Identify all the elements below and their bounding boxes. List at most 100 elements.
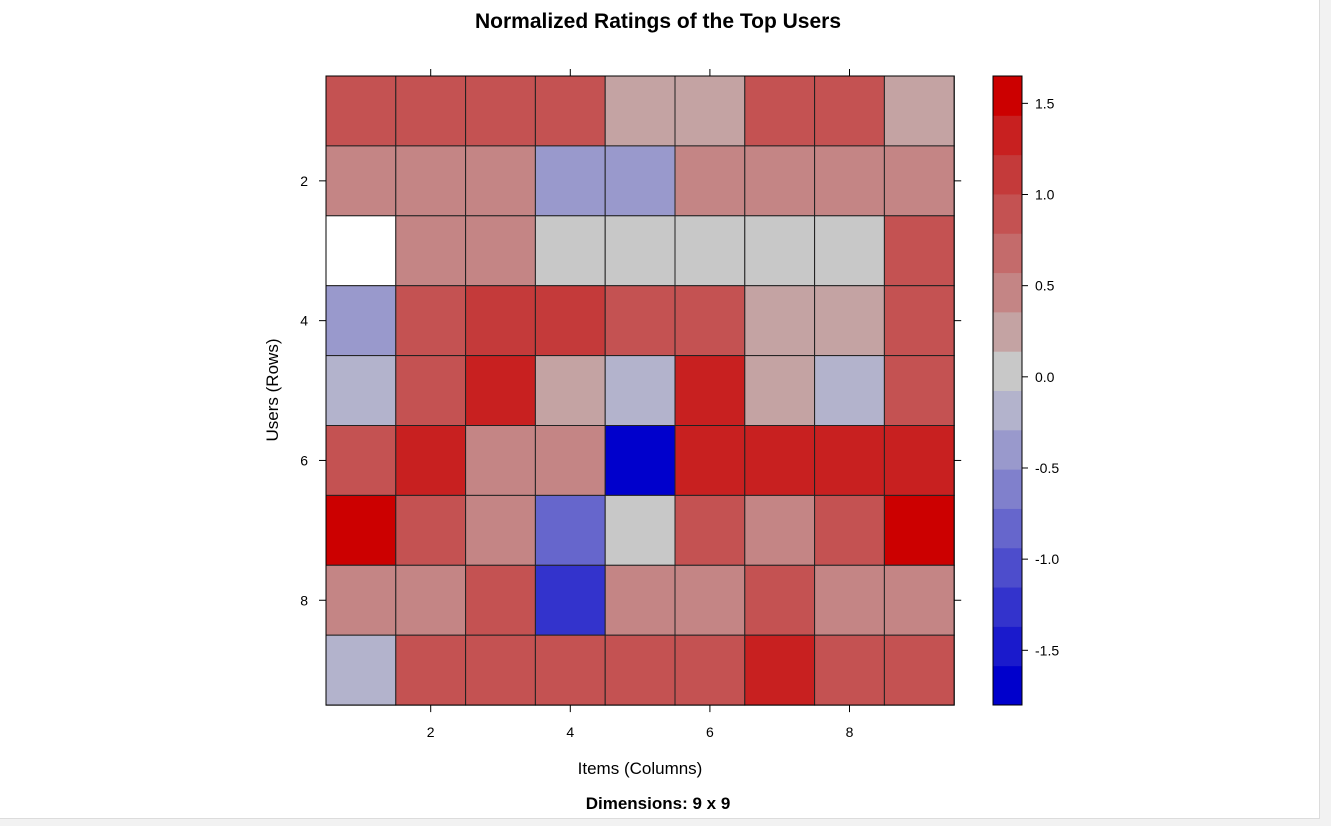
heatmap-cell-r1-c5 [604, 75, 676, 147]
heatmap-cell-r5-c4 [534, 355, 606, 427]
colorbar-segment-0 [993, 665, 1022, 706]
y-tick-label-8: 8 [300, 592, 308, 608]
heatmap-cell-r1-c6 [674, 75, 746, 147]
heatmap-cell-r2-c6 [674, 145, 746, 217]
heatmap-cell-r3-c9 [883, 215, 955, 287]
y-tick-label-4: 4 [300, 313, 308, 329]
heatmap-cell-r7-c6 [674, 494, 746, 566]
heatmap-cell-r5-c8 [814, 355, 885, 427]
heatmap-cell-r9-c7 [744, 634, 816, 706]
heatmap-cell-r1-c4 [534, 75, 606, 147]
heatmap-cell-r5-c1 [325, 355, 397, 427]
heatmap-cell-r9-c4 [534, 634, 606, 706]
y-axis-label: Users (Rows) [263, 339, 282, 442]
heatmap-cell-r7-c4 [534, 494, 606, 566]
x-tick-label-2: 2 [427, 724, 435, 740]
colorbar-segment-8 [993, 351, 1022, 391]
heatmap-cell-r6-c3 [465, 425, 536, 496]
heatmap-cell-r6-c5 [604, 425, 676, 496]
chart-title: Normalized Ratings of the Top Users [475, 10, 841, 33]
heatmap-cells [325, 75, 955, 706]
heatmap-cell-r8-c7 [744, 564, 816, 636]
colorbar-segment-4 [993, 508, 1022, 549]
colorbar: 1.5 1.0 0.5 0.0 -0.5 -1.0 -1.5 [992, 75, 1059, 706]
heatmap-cell-r6-c6 [674, 425, 746, 496]
colorbar-tick-label-2: 0.5 [1035, 278, 1055, 294]
heatmap-cell-r8-c4 [534, 564, 606, 636]
y-tick-label-6: 6 [300, 452, 308, 468]
heatmap-cell-r8-c9 [883, 564, 955, 636]
heatmap-cell-r9-c1 [325, 634, 397, 706]
heatmap-cell-r7-c9 [883, 494, 955, 566]
colorbar-tick-label-3: 0.0 [1035, 369, 1055, 385]
heatmap-cell-r7-c2 [395, 494, 467, 566]
heatmap-cell-r2-c7 [744, 145, 816, 217]
heatmap-cell-r9-c6 [674, 634, 746, 706]
colorbar-tick-label-6: -1.5 [1035, 642, 1059, 658]
colorbar-segment-10 [993, 272, 1022, 313]
x-tick-label-4: 4 [566, 724, 574, 740]
heatmap-cell-r8-c6 [674, 564, 746, 636]
heatmap-cell-r5-c5 [604, 355, 676, 427]
colorbar-frame [992, 75, 1023, 706]
heatmap-cell-r3-c7 [744, 215, 816, 287]
heatmap-cell-r1-c8 [814, 75, 885, 147]
heatmap-cell-r2-c5 [604, 145, 676, 217]
heatmap-cell-r6-c8 [814, 425, 885, 496]
heatmap-cell-r9-c9 [883, 634, 955, 706]
heatmap-cell-r9-c5 [604, 634, 676, 706]
heatmap-cell-r7-c3 [465, 494, 536, 566]
heatmap-cell-r2-c9 [883, 145, 955, 217]
colorbar-segment-12 [993, 193, 1022, 234]
heatmap-cell-r5-c9 [883, 355, 955, 427]
heatmap-cell-r9-c2 [395, 634, 467, 706]
x-tick-label-6: 6 [706, 724, 714, 740]
plot-frame [325, 75, 955, 706]
colorbar-segment-5 [993, 469, 1022, 509]
colorbar-tick-label-5: -1.0 [1035, 551, 1059, 567]
heatmap-cell-r5-c2 [395, 355, 467, 427]
heatmap-cell-r1-c3 [465, 75, 536, 147]
heatmap-cell-r4-c7 [744, 285, 816, 357]
heatmap-cell-r9-c3 [465, 634, 536, 706]
axes: 2 4 6 8 2 4 6 8 [300, 69, 962, 740]
heatmap-cell-r5-c6 [674, 355, 746, 427]
heatmap-cell-r1-c9 [883, 75, 955, 147]
heatmap-cell-r3-c2 [395, 215, 467, 287]
heatmap-cell-r2-c1 [325, 145, 397, 217]
x-axis-label: Items (Columns) [578, 759, 703, 778]
heatmap-cell-r2-c4 [534, 145, 606, 217]
heatmap-cell-r8-c5 [604, 564, 676, 636]
heatmap-cell-r4-c2 [395, 285, 467, 357]
colorbar-tick-label-4: -0.5 [1035, 460, 1059, 476]
heatmap-cell-r1-c2 [395, 75, 467, 147]
heatmap-cell-r6-c9 [883, 425, 955, 496]
heatmap-cell-r3-c5 [604, 215, 676, 287]
heatmap-cell-r7-c7 [744, 494, 816, 566]
heatmap-cell-r3-c8 [814, 215, 885, 287]
heatmap-cell-r5-c7 [744, 355, 816, 427]
heatmap-cell-r3-c3 [465, 215, 536, 287]
heatmap-cell-r8-c2 [395, 564, 467, 636]
colorbar-segment-13 [993, 154, 1022, 195]
heatmap-cell-r1-c7 [744, 75, 816, 147]
colorbar-tick-label-0: 1.5 [1035, 95, 1055, 111]
colorbar-segment-7 [993, 390, 1022, 431]
heatmap-cell-r6-c2 [395, 425, 467, 496]
heatmap-cell-r6-c7 [744, 425, 816, 496]
heatmap-cell-r2-c2 [395, 145, 467, 217]
colorbar-segment-14 [993, 115, 1022, 156]
colorbar-segment-11 [993, 233, 1022, 274]
colorbar-segment-1 [993, 626, 1022, 667]
heatmap-cell-r7-c8 [814, 494, 885, 566]
colorbar-segment-3 [993, 547, 1022, 588]
heatmap-cell-r2-c8 [814, 145, 885, 217]
colorbar-segment-9 [993, 311, 1022, 352]
heatmap-cell-r3-c1 [325, 215, 397, 287]
heatmap-cell-r4-c3 [465, 285, 536, 357]
heatmap-cell-r2-c3 [465, 145, 536, 217]
heatmap-cell-r5-c3 [465, 355, 536, 427]
y-tick-label-2: 2 [300, 173, 308, 189]
